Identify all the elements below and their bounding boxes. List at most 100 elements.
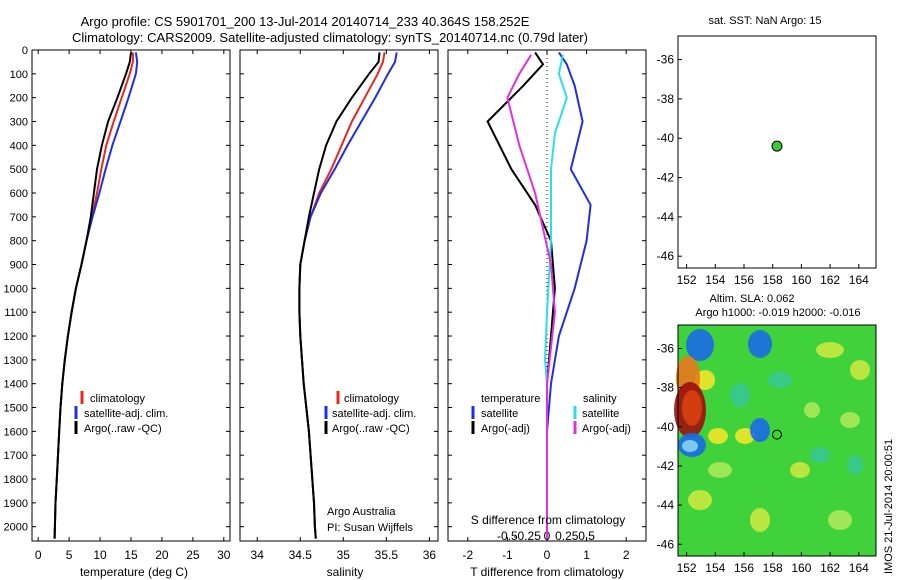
panel-frame bbox=[31, 49, 231, 542]
x-tick-label: 35 bbox=[337, 548, 351, 562]
y-tick-label: 500 bbox=[10, 164, 28, 176]
legend-climatology: climatology bbox=[90, 393, 146, 405]
figure-title-line2: Climatology: CARS2009. Satellite-adjuste… bbox=[72, 30, 588, 45]
sla-anomaly-patch bbox=[708, 462, 732, 478]
t-difference-x-axis-label: T difference from climatology bbox=[470, 565, 624, 579]
x-tick-label: 10 bbox=[93, 548, 107, 562]
pi-annotation: PI: Susan Wijffels bbox=[327, 522, 413, 534]
sst-map: 152 154 156 158 160 162 164 -36 -38 -40 -42 -44 -46 bbox=[657, 35, 877, 287]
sla-anomaly-patch bbox=[768, 372, 792, 388]
y-tick-label: 1400 bbox=[4, 379, 28, 391]
y-tick-label: 1900 bbox=[4, 498, 28, 510]
x-tick-label: -1 bbox=[502, 548, 513, 562]
y-tick-label: 900 bbox=[10, 260, 28, 272]
x-tick-label: 160 bbox=[791, 273, 811, 287]
sla-anomaly-patch bbox=[840, 412, 860, 428]
y-tick-label: -42 bbox=[657, 459, 675, 473]
x-tick-label: 15 bbox=[124, 548, 138, 562]
sla-anomaly-patch bbox=[804, 402, 820, 418]
x-tick-label: 30 bbox=[217, 548, 231, 562]
y-tick-label: 1700 bbox=[4, 450, 28, 462]
map-frame bbox=[677, 324, 877, 557]
y-tick-label: 2000 bbox=[4, 522, 28, 534]
y-tick-label: 1100 bbox=[4, 307, 28, 319]
y-tick-label: -38 bbox=[657, 92, 675, 106]
x-tick-label: 158 bbox=[763, 273, 783, 287]
s-tick-label: 0.25 bbox=[555, 529, 579, 543]
y-tick-label: 1500 bbox=[4, 403, 28, 415]
y-tick-label: -40 bbox=[657, 131, 675, 145]
y-tick-label: 400 bbox=[10, 140, 28, 152]
y-tick-label: 700 bbox=[10, 212, 28, 224]
y-tick-label: 1800 bbox=[4, 474, 28, 486]
map-frame bbox=[677, 35, 877, 269]
x-tick-label: 160 bbox=[791, 561, 811, 575]
y-tick-label: -38 bbox=[657, 381, 675, 395]
salinity-legend: climatology satellite-adj. clim. Argo(..… bbox=[324, 391, 416, 534]
y-tick-label: -36 bbox=[657, 341, 675, 355]
sla-anomaly-patch bbox=[850, 360, 870, 380]
sla-anomaly-patch bbox=[730, 383, 750, 407]
x-tick-label: 0 bbox=[544, 548, 551, 562]
x-tick-label: 2 bbox=[623, 548, 630, 562]
sla-anomaly-patch bbox=[828, 510, 852, 530]
temperature-x-axis-label: temperature (deg C) bbox=[80, 565, 188, 579]
profile-panel-salinity: 34 34.5 35 35.5 36 bbox=[239, 49, 439, 562]
y-tick-label: 1300 bbox=[4, 355, 28, 367]
figure-title-line1: Argo profile: CS 5901701_200 13-Jul-2014… bbox=[81, 14, 530, 29]
x-tick-label: 154 bbox=[705, 561, 725, 575]
series-line-argoadj bbox=[506, 54, 556, 539]
y-tick-label: 0 bbox=[22, 45, 28, 57]
y-tick-label: -42 bbox=[657, 171, 675, 185]
sla-anomaly-patch bbox=[750, 418, 770, 442]
sla-anomaly-patch bbox=[816, 342, 844, 358]
temperature-legend: climatology satellite-adj. clim. Argo(..… bbox=[74, 391, 168, 435]
x-tick-label: 5 bbox=[66, 548, 73, 562]
x-tick-label: 34.5 bbox=[289, 548, 313, 562]
sla-map-title-line2: Argo h1000: -0.019 h2000: -0.016 bbox=[695, 307, 860, 319]
sla-map-title-line1: Altim. SLA: 0.062 bbox=[710, 293, 795, 305]
x-tick-label: -2 bbox=[462, 548, 473, 562]
sla-map: 152 154 156 158 160 162 164 -36 -38 -40 -42 -44 -46 bbox=[657, 324, 877, 575]
sla-anomaly-patch bbox=[847, 455, 863, 475]
sla-anomaly-patch bbox=[790, 462, 810, 478]
sla-anomaly-patch bbox=[735, 428, 755, 444]
legend-s-satellite: satellite bbox=[582, 408, 619, 420]
y-tick-label: -44 bbox=[657, 498, 675, 512]
legend-climatology: climatology bbox=[344, 393, 400, 405]
series-line-argorawqc bbox=[298, 52, 381, 539]
x-tick-label: 25 bbox=[186, 548, 200, 562]
legend-argo: Argo(..raw -QC) bbox=[332, 423, 410, 435]
svg-text:IMOS 21-Jul-2014 20:00:51: IMOS 21-Jul-2014 20:00:51 bbox=[883, 439, 895, 574]
sla-anomaly-patch bbox=[688, 490, 712, 510]
series-line-satellite bbox=[546, 51, 592, 539]
sla-anomaly-patch bbox=[748, 330, 772, 358]
y-tick-label: -36 bbox=[657, 53, 675, 67]
imos-timestamp-label: IMOS 21-Jul-2014 20:00:51 bbox=[883, 439, 895, 574]
y-tick-label: 200 bbox=[10, 93, 28, 105]
x-tick-label: 156 bbox=[734, 273, 754, 287]
legend-temperature-heading: temperature bbox=[481, 393, 540, 405]
x-tick-label: 162 bbox=[820, 561, 840, 575]
y-tick-label: 1600 bbox=[4, 426, 28, 438]
y-tick-label: 1000 bbox=[4, 283, 28, 295]
s-tick-label: -0.5 bbox=[497, 529, 518, 543]
legend-t-argo: Argo(-adj) bbox=[481, 423, 530, 435]
legend-s-argo: Argo(-adj) bbox=[582, 423, 631, 435]
x-tick-label: 164 bbox=[849, 273, 869, 287]
y-tick-label: 300 bbox=[10, 117, 28, 129]
s-tick-label: -0.25 bbox=[514, 529, 542, 543]
sla-anomaly-patch bbox=[682, 390, 702, 426]
sla-anomaly-patch bbox=[695, 370, 715, 390]
x-tick-label: 154 bbox=[705, 273, 725, 287]
sst-field-background bbox=[678, 36, 876, 268]
y-tick-label: 1200 bbox=[4, 331, 28, 343]
y-tick-label: 800 bbox=[10, 236, 28, 248]
x-tick-label: 20 bbox=[155, 548, 169, 562]
legend-satellite: satellite-adj. clim. bbox=[84, 408, 168, 420]
argo-float-position-marker bbox=[772, 429, 782, 440]
sla-anomaly-patch bbox=[750, 508, 770, 532]
sst-map-title: sat. SST: NaN Argo: 15 bbox=[708, 15, 821, 27]
legend-salinity-heading: salinity bbox=[583, 393, 617, 405]
